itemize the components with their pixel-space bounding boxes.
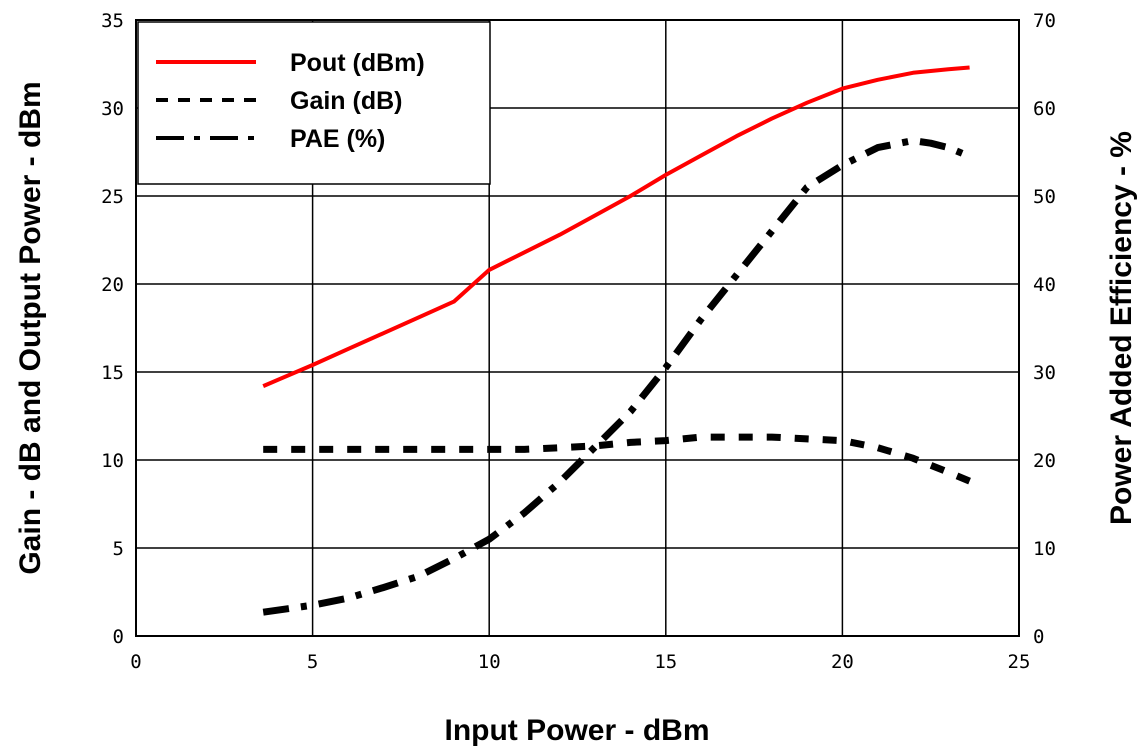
y2-tick-label: 60 — [1033, 98, 1056, 120]
x-tick-label: 25 — [1008, 651, 1031, 673]
y2-tick-label: 10 — [1033, 538, 1056, 560]
y-tick-label: 30 — [101, 98, 124, 120]
plot-frame — [135, 19, 1020, 637]
x-tick-label: 0 — [130, 651, 141, 673]
y-tick-label: 5 — [113, 538, 124, 560]
y-tick-label: 25 — [101, 186, 124, 208]
legend-label: Gain (dB) — [290, 87, 403, 115]
y-axis-title: Gain - dB and Output Power - dBm — [14, 81, 47, 574]
x-tick-label: 10 — [478, 651, 501, 673]
x-tick-label: 15 — [654, 651, 677, 673]
legend-box — [137, 21, 491, 185]
y-tick-label: 10 — [101, 450, 124, 472]
y-tick-label: 20 — [101, 274, 124, 296]
y2-tick-label: 50 — [1033, 186, 1056, 208]
y2-tick-label: 40 — [1033, 274, 1056, 296]
y-tick-label: 15 — [101, 362, 124, 384]
legend-label: Pout (dBm) — [290, 49, 425, 77]
legend: Pout (dBm) Gain (dB) PAE (%) — [137, 21, 491, 185]
y-tick-label: 0 — [113, 626, 124, 648]
legend-label: PAE (%) — [290, 125, 385, 153]
series-line-pae — [262, 137, 971, 616]
x-tick-label: 20 — [831, 651, 854, 673]
y2-tick-label: 70 — [1033, 10, 1056, 32]
y2-tick-label: 20 — [1033, 450, 1056, 472]
y2-tick-label: 30 — [1033, 362, 1056, 384]
x-axis-title: Input Power - dBm — [445, 714, 710, 747]
x-tick-label: 5 — [307, 651, 318, 673]
y-tick-label: 35 — [101, 10, 124, 32]
series-lines — [262, 65, 971, 616]
y2-tick-label: 0 — [1033, 626, 1044, 648]
y2-axis-title: Power Added Efficiency - % — [1105, 131, 1138, 525]
series-line-pout-dbm — [262, 65, 970, 388]
series-line-gain-db — [263, 433, 971, 485]
